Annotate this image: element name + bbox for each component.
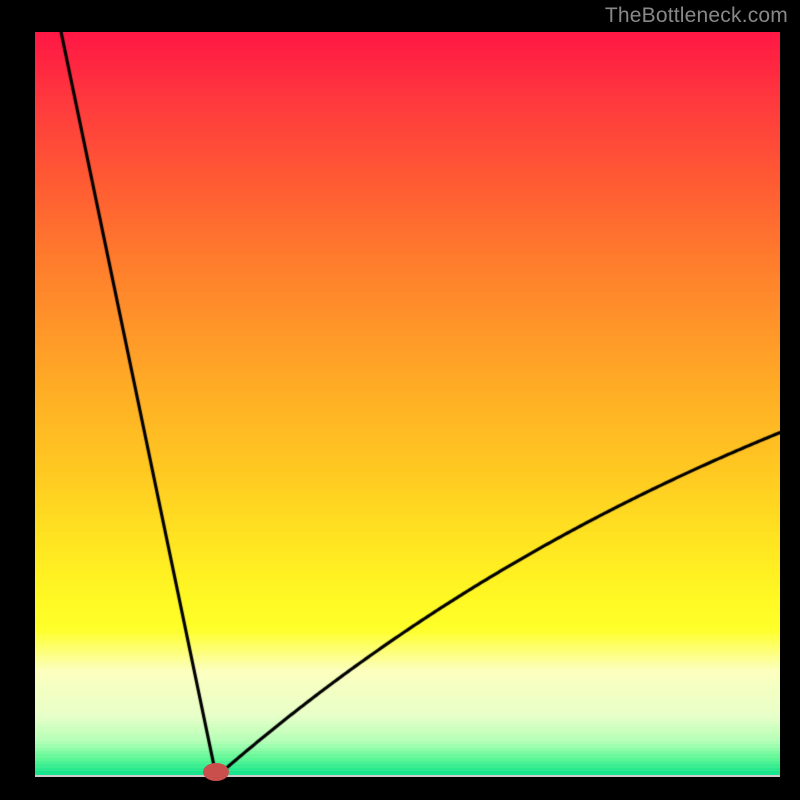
bottleneck-marker bbox=[203, 763, 229, 781]
figure: TheBottleneck.com bbox=[0, 0, 800, 800]
plot-area bbox=[35, 32, 780, 777]
curve-canvas bbox=[35, 32, 780, 777]
watermark-label: TheBottleneck.com bbox=[605, 4, 788, 28]
